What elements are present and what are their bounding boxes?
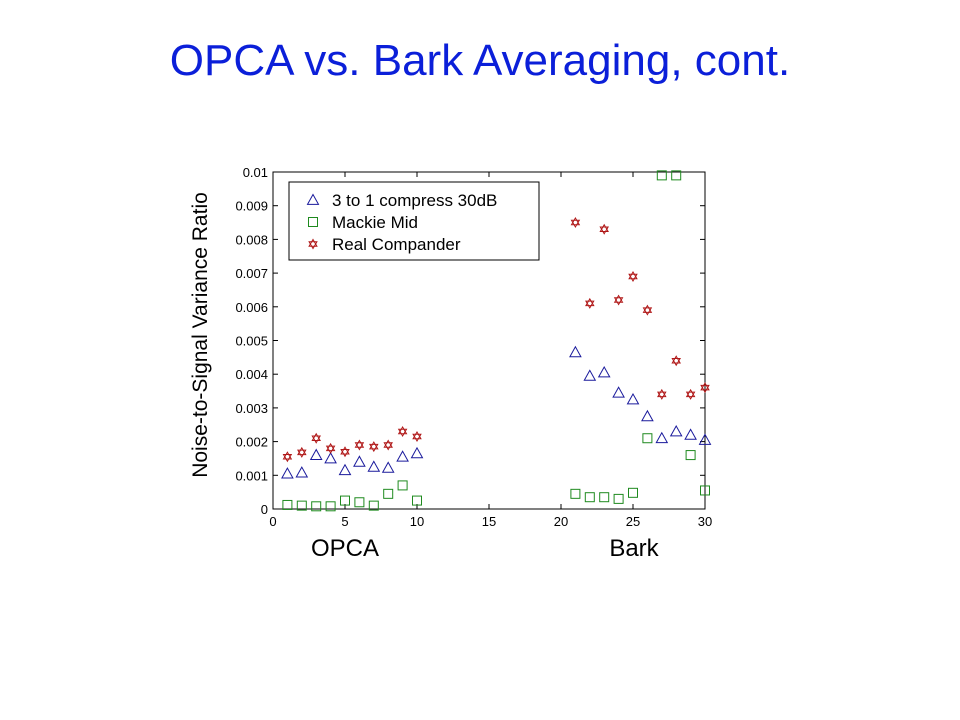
y-tick-label: 0.008 — [235, 232, 268, 247]
data-point-star — [354, 439, 365, 451]
data-point-triangle — [583, 369, 597, 381]
y-tick-label: 0.01 — [243, 165, 268, 180]
data-point-star — [311, 432, 321, 444]
data-point-star — [585, 297, 595, 309]
data-point-square — [383, 488, 394, 499]
data-point-star — [282, 451, 293, 463]
data-point-triangle — [612, 386, 625, 398]
data-point-square — [354, 497, 365, 508]
data-point-triangle — [309, 448, 323, 460]
legend: 3 to 1 compress 30dB Mackie Mid Real Compa… — [288, 181, 540, 261]
data-point-triangle — [410, 446, 424, 459]
legend-marker-star — [308, 238, 318, 250]
data-point-star — [369, 441, 379, 453]
data-point-star — [297, 446, 307, 458]
legend-label: Real Compander — [332, 235, 461, 254]
y-tick-label: 0.001 — [235, 468, 268, 483]
y-axis-label: Noise-to-Signal Variance Ratio — [189, 192, 212, 478]
data-point-triangle — [655, 431, 669, 444]
data-point-square — [397, 480, 408, 491]
data-point-square — [613, 493, 624, 504]
data-point-square — [325, 501, 336, 512]
data-point-triangle — [569, 345, 582, 358]
data-point-square — [656, 170, 667, 181]
data-point-star — [628, 270, 638, 282]
data-point-square — [671, 170, 682, 181]
data-point-square — [282, 499, 293, 510]
x-tick-label: 5 — [341, 514, 348, 529]
x-tick-label: 15 — [482, 514, 496, 529]
legend-marker-square — [308, 217, 318, 227]
data-point-triangle — [353, 455, 366, 467]
y-tick-label: 0 — [261, 502, 268, 517]
data-point-star — [642, 304, 653, 316]
data-point-triangle — [626, 392, 640, 405]
data-point-star — [613, 294, 624, 306]
data-point-square — [700, 485, 710, 496]
x-tick-label: 0 — [269, 514, 276, 529]
data-point-star — [671, 355, 681, 367]
data-point-star — [383, 439, 393, 451]
data-point-star — [570, 217, 581, 229]
data-point-star — [700, 382, 710, 394]
data-point-triangle — [396, 450, 409, 462]
legend-marker-triangle — [306, 193, 320, 205]
data-point-square — [685, 450, 696, 461]
data-point-star — [685, 388, 696, 400]
ticks-group: 0 5 10 15 20 25 30 0 0.001 0.002 0.003 0.004 0.005 0.… — [235, 165, 712, 529]
data-point-square — [599, 492, 610, 503]
legend-label: Mackie Mid — [332, 213, 418, 232]
data-point-triangle — [669, 424, 683, 437]
y-tick-label: 0.002 — [235, 435, 268, 450]
data-point-triangle — [338, 463, 352, 476]
data-point-star — [657, 388, 667, 400]
y-tick-label: 0.003 — [235, 401, 268, 416]
data-point-square — [570, 488, 581, 499]
data-point-square — [628, 487, 638, 498]
data-point-star — [412, 431, 422, 443]
y-tick-label: 0.006 — [235, 300, 268, 315]
data-point-triangle — [295, 466, 309, 478]
data-point-triangle — [381, 461, 395, 473]
legend-box — [288, 181, 540, 261]
data-point-square — [368, 500, 379, 511]
x-tick-label: 10 — [410, 514, 424, 529]
slide-title: OPCA vs. Bark Averaging, cont. — [169, 36, 791, 85]
data-point-square — [296, 500, 307, 511]
data-point-star — [397, 425, 408, 437]
data-point-triangle — [698, 433, 712, 445]
data-point-square — [584, 492, 595, 503]
x-tick-label: 30 — [698, 514, 712, 529]
y-tick-label: 0.005 — [235, 334, 268, 349]
data-point-square — [311, 501, 322, 512]
data-point-square — [340, 495, 350, 506]
data-point-triangle — [324, 451, 337, 464]
x-tick-label: 20 — [554, 514, 568, 529]
data-point-square — [412, 495, 422, 506]
x-tick-label: 25 — [626, 514, 640, 529]
data-point-triangle — [684, 428, 697, 440]
data-point-star — [325, 442, 336, 454]
y-tick-label: 0.004 — [235, 367, 268, 382]
data-point-square — [642, 433, 653, 444]
data-point-triangle — [641, 409, 654, 422]
y-tick-label: 0.009 — [235, 199, 268, 214]
y-tick-label: 0.007 — [235, 266, 268, 281]
region-label-bark: Bark — [609, 535, 659, 562]
points-group — [281, 170, 712, 512]
legend-label: 3 to 1 compress 30dB — [332, 191, 497, 210]
data-point-triangle — [597, 365, 611, 378]
region-label-opca: OPCA — [311, 535, 379, 562]
data-point-star — [599, 223, 609, 235]
data-point-triangle — [281, 467, 294, 479]
data-point-star — [340, 446, 350, 458]
data-point-triangle — [367, 460, 381, 472]
